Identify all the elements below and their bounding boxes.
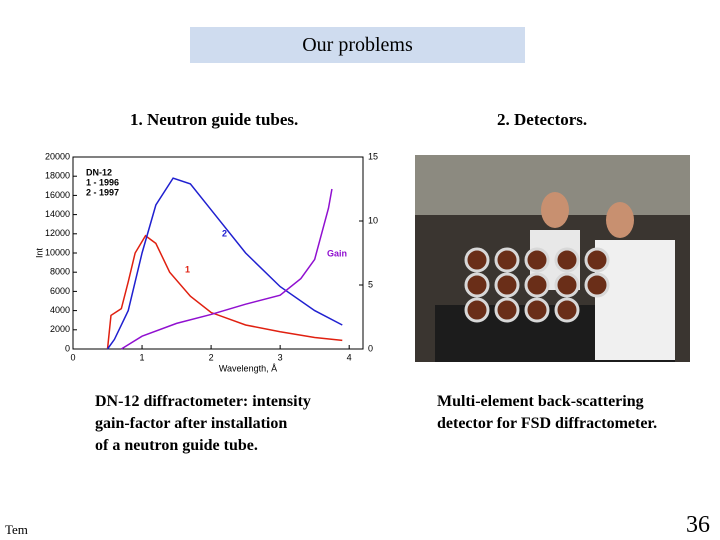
legend-text: DN-12 xyxy=(86,167,112,177)
caption-line: Multi-element back-scattering xyxy=(437,393,644,410)
x-tick-label: 3 xyxy=(278,352,283,362)
series-label: 2 xyxy=(222,228,227,238)
x-tick-label: 0 xyxy=(70,352,75,362)
y-tick-label: 8000 xyxy=(50,267,70,277)
chart: 0 2000 4000 6000 8000 10000 12000 14000 16000 180… xyxy=(34,151,378,373)
y-axis-label: Int xyxy=(34,248,44,259)
legend-text: 2 - 1997 xyxy=(86,187,119,197)
y-tick-label: 10000 xyxy=(45,247,70,257)
y-tick-label: 6000 xyxy=(50,286,70,296)
title: Our problems xyxy=(190,27,525,63)
caption-line: detector for FSD diffractometer. xyxy=(437,415,658,432)
x-tick-label: 2 xyxy=(209,352,214,362)
series-label: 1 xyxy=(185,264,190,274)
caption-line: gain-factor after installation xyxy=(95,415,288,432)
y-tick-label: 14000 xyxy=(45,209,70,219)
y2-tick-label: 0 xyxy=(368,343,373,353)
series-line xyxy=(120,188,333,350)
y-tick-label: 20000 xyxy=(45,151,70,161)
left-heading: 1. Neutron guide tubes. xyxy=(130,110,299,129)
y2-tick-label: 15 xyxy=(368,151,378,161)
y-tick-label: 0 xyxy=(65,343,70,353)
x-tick-label: 4 xyxy=(347,352,352,362)
left-caption: DN-12 diffractometer: intensity gain-fac… xyxy=(95,391,311,457)
y-tick-label: 18000 xyxy=(45,171,70,181)
y-tick-label: 2000 xyxy=(50,324,70,334)
caption-line: DN-12 diffractometer: intensity xyxy=(95,393,311,410)
y-tick-label: 12000 xyxy=(45,228,70,238)
legend-text: 1 - 1996 xyxy=(86,177,119,187)
series-label: Gain xyxy=(327,248,347,258)
detector-photo xyxy=(415,155,690,362)
x-axis-label: Wavelength, Å xyxy=(219,363,277,373)
y-tick-label: 16000 xyxy=(45,190,70,200)
page-number: 36 xyxy=(686,512,710,538)
x-tick-label: 1 xyxy=(140,352,145,362)
series-line xyxy=(106,234,343,350)
caption-line: of a neutron guide tube. xyxy=(95,437,258,454)
y-tick-label: 4000 xyxy=(50,305,70,315)
footer-text: Tem xyxy=(5,522,28,537)
series-line xyxy=(106,177,343,350)
y2-tick-label: 10 xyxy=(368,215,378,225)
right-caption: Multi-element back-scattering detector f… xyxy=(437,391,657,435)
right-heading: 2. Detectors. xyxy=(497,110,588,129)
y2-tick-label: 5 xyxy=(368,279,373,289)
